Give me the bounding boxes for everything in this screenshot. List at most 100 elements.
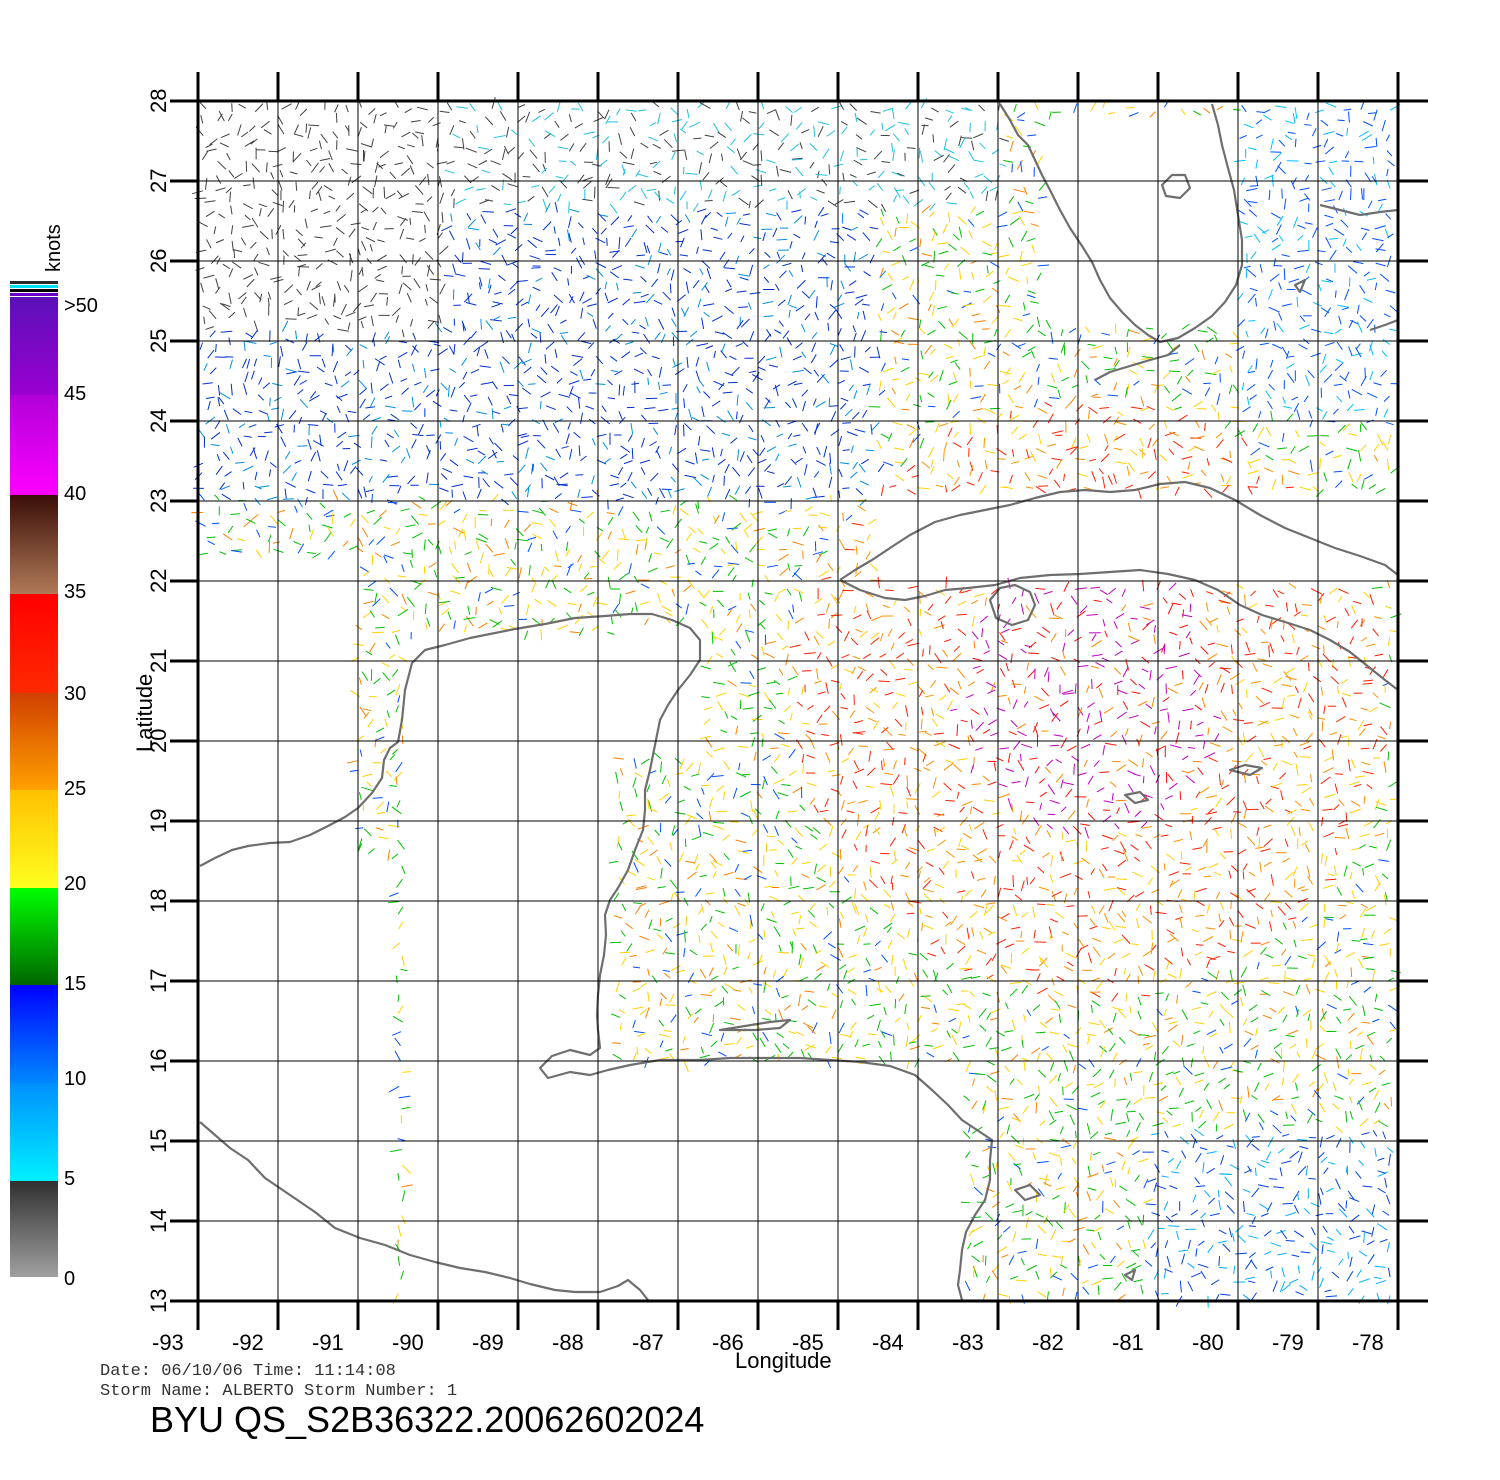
wind-vector (696, 386, 701, 394)
wind-vector (1330, 181, 1336, 188)
wind-vector (227, 525, 234, 534)
wind-vector (531, 419, 541, 425)
wind-vector (1084, 826, 1090, 839)
wind-vector (1359, 844, 1366, 849)
wind-vector (870, 807, 881, 814)
wind-vector (720, 350, 728, 359)
wind-vector (1387, 233, 1394, 239)
wind-vector (759, 622, 766, 630)
wind-vector (1134, 810, 1142, 817)
wind-vector (397, 359, 401, 369)
wind-vector (769, 129, 779, 137)
wind-vector (1181, 471, 1190, 474)
wind-vector (380, 207, 387, 215)
wind-vector (1125, 973, 1131, 982)
wind-vector (969, 340, 976, 350)
wind-vector (363, 486, 367, 498)
wind-vector (1025, 605, 1031, 612)
wind-vector (369, 397, 376, 408)
wind-vector (1066, 745, 1077, 752)
wind-vector (465, 458, 475, 464)
wind-vector (1177, 888, 1183, 899)
wind-vector (715, 692, 727, 697)
wind-vector (386, 710, 390, 719)
wind-vector (1272, 343, 1283, 350)
wind-vector (1374, 993, 1378, 1002)
wind-vector (1103, 800, 1114, 804)
wind-vector (918, 689, 924, 697)
wind-vector (304, 218, 308, 229)
wind-vector (1128, 112, 1139, 117)
wind-vector (1153, 647, 1165, 655)
wind-vector (1108, 920, 1116, 931)
wind-vector (818, 843, 828, 851)
wind-vector (1153, 448, 1157, 460)
wind-vector (1204, 423, 1206, 432)
wind-vector (1267, 369, 1274, 380)
wind-vector (1081, 857, 1091, 865)
wind-vector (757, 366, 766, 371)
wind-vector (993, 280, 1001, 284)
wind-vector (365, 406, 376, 409)
wind-vector (652, 143, 662, 149)
wind-vector (654, 332, 661, 341)
wind-vector (312, 552, 321, 559)
wind-vector (1247, 365, 1253, 373)
wind-vector (1351, 388, 1363, 396)
wind-vector (751, 1006, 756, 1015)
wind-vector (635, 905, 641, 915)
wind-vector (1293, 265, 1305, 270)
wind-vector (1147, 437, 1152, 449)
wind-vector (1366, 277, 1376, 281)
wind-vector (1336, 620, 1339, 629)
wind-vector (358, 203, 369, 212)
wind-vector (632, 1020, 636, 1029)
wind-vector (839, 775, 844, 785)
wind-vector (1322, 767, 1334, 774)
wind-vector (617, 506, 624, 516)
wind-vector (966, 927, 970, 940)
wind-vector (880, 208, 885, 217)
wind-vector (1164, 795, 1174, 800)
wind-vector (550, 365, 559, 373)
wind-vector (246, 278, 255, 288)
wind-vector (1074, 458, 1086, 461)
wind-vector (815, 460, 826, 466)
wind-vector (700, 923, 707, 931)
wind-vector (517, 152, 525, 160)
wind-vector (485, 543, 494, 553)
wind-vector (647, 991, 650, 1002)
wind-vector (581, 496, 593, 498)
wind-vector (462, 491, 467, 501)
wind-vector (609, 483, 619, 487)
wind-vector (621, 164, 626, 175)
wind-vector (690, 330, 698, 337)
wind-vector (809, 797, 816, 805)
wind-vector (1012, 904, 1018, 916)
wind-vector (500, 423, 504, 433)
wind-vector (878, 170, 885, 179)
wind-vector (847, 874, 856, 876)
wind-vector (582, 176, 593, 182)
wind-vector (394, 162, 404, 166)
wind-vector (400, 968, 408, 972)
wind-vector (555, 448, 562, 458)
wind-vector (969, 191, 974, 199)
wind-vector (351, 459, 361, 465)
wind-vector (1284, 667, 1295, 675)
wind-vector (507, 288, 516, 295)
wind-vector (906, 912, 915, 915)
wind-vector (446, 102, 453, 111)
wind-vector (907, 928, 911, 938)
wind-vector (548, 507, 559, 514)
wind-vector (503, 406, 511, 410)
wind-vector (747, 952, 751, 960)
wind-vector (1307, 370, 1315, 379)
wind-vector (938, 867, 945, 875)
wind-vector (523, 366, 532, 374)
wind-vector (857, 666, 867, 672)
wind-vector (664, 796, 672, 804)
wind-vector (585, 405, 595, 410)
wind-vector (1025, 486, 1034, 489)
wind-vector (1208, 1010, 1214, 1018)
